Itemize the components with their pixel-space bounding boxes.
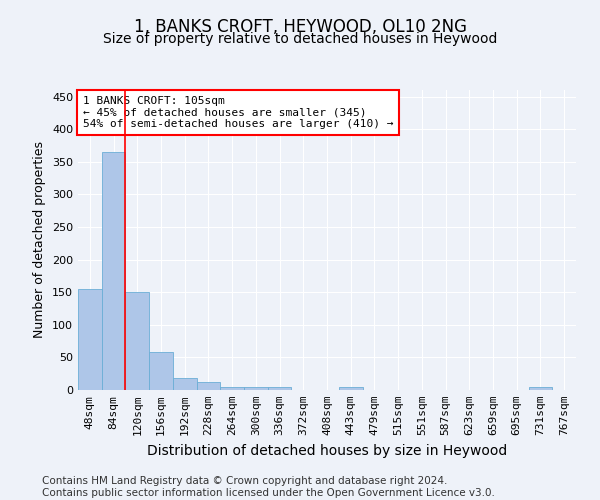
Bar <box>529 386 552 390</box>
Bar <box>125 292 149 390</box>
Bar <box>78 289 102 390</box>
Bar <box>268 386 292 390</box>
Bar <box>339 386 362 390</box>
Bar <box>149 352 173 390</box>
Bar <box>244 388 268 390</box>
Bar <box>173 378 197 390</box>
Bar <box>102 152 125 390</box>
Text: 1, BANKS CROFT, HEYWOOD, OL10 2NG: 1, BANKS CROFT, HEYWOOD, OL10 2NG <box>133 18 467 36</box>
Text: 1 BANKS CROFT: 105sqm
← 45% of detached houses are smaller (345)
54% of semi-det: 1 BANKS CROFT: 105sqm ← 45% of detached … <box>83 96 394 129</box>
Bar <box>220 386 244 390</box>
Text: Size of property relative to detached houses in Heywood: Size of property relative to detached ho… <box>103 32 497 46</box>
X-axis label: Distribution of detached houses by size in Heywood: Distribution of detached houses by size … <box>147 444 507 458</box>
Y-axis label: Number of detached properties: Number of detached properties <box>34 142 46 338</box>
Text: Contains HM Land Registry data © Crown copyright and database right 2024.
Contai: Contains HM Land Registry data © Crown c… <box>42 476 495 498</box>
Bar <box>197 382 220 390</box>
